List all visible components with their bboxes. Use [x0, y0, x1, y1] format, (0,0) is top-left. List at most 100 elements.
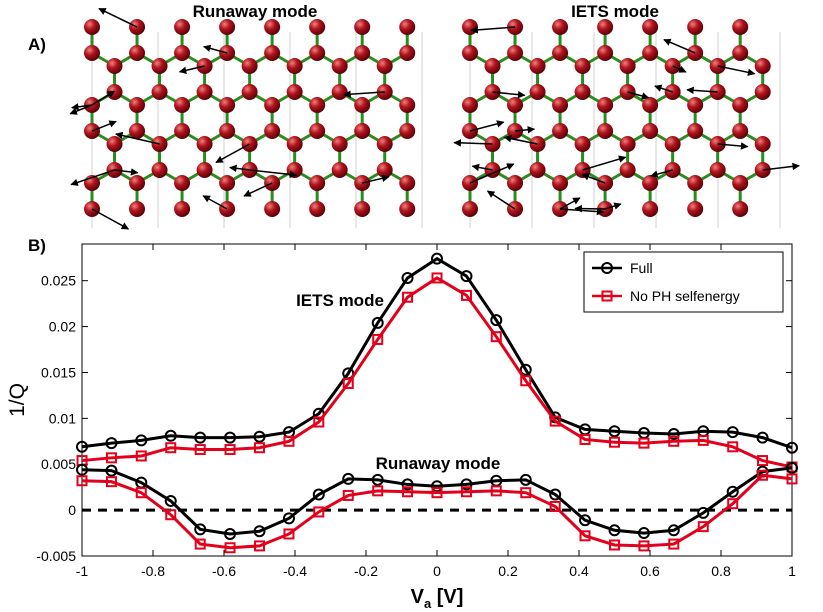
data-point — [76, 440, 88, 453]
data-point — [224, 527, 237, 540]
data-point — [371, 316, 384, 329]
data-point — [342, 489, 354, 501]
y-tick-label: 0 — [68, 502, 76, 518]
data-point — [549, 488, 562, 501]
data-point — [786, 461, 798, 474]
x-tick-label: 0.2 — [498, 563, 518, 579]
y-tick-label: 0.02 — [49, 319, 76, 335]
data-point — [342, 377, 354, 389]
data-point — [105, 476, 117, 488]
data-point — [727, 498, 739, 510]
data-point — [786, 441, 798, 454]
runaway-mode-structure — [69, 7, 423, 230]
data-point — [135, 487, 147, 499]
data-point — [164, 494, 177, 507]
data-point — [520, 487, 532, 499]
data-point — [254, 540, 265, 552]
x-axis-label: Va [V] — [411, 586, 464, 611]
data-point — [460, 486, 472, 498]
data-point — [757, 455, 769, 467]
series-line-2 — [81, 466, 793, 536]
data-point — [254, 442, 265, 454]
iets-mode-annotation: IETS mode — [296, 291, 384, 310]
data-point — [165, 509, 177, 521]
data-point — [431, 487, 443, 499]
x-tick-label: -1 — [76, 563, 89, 579]
data-point — [371, 473, 384, 486]
data-point — [579, 514, 592, 527]
data-point — [638, 540, 650, 552]
data-point — [667, 524, 680, 537]
x-axis-label-main: V — [411, 586, 425, 608]
data-point — [194, 431, 207, 444]
data-point — [756, 431, 769, 444]
data-point — [401, 478, 414, 491]
data-point — [372, 485, 384, 497]
x-axis: -1 -0.8 -0.6 -0.4 -0.2 0 0.2 0.4 0.6 0.8 1 — [76, 244, 796, 579]
data-point — [401, 271, 414, 284]
data-point — [402, 486, 414, 498]
data-point — [312, 488, 325, 501]
legend-full-marker — [601, 262, 613, 274]
data-point — [697, 506, 710, 519]
data-point — [460, 478, 473, 491]
x-tick-label: -0.2 — [354, 563, 378, 579]
legend-box — [583, 251, 784, 313]
data-point — [313, 416, 325, 428]
x-axis-label-unit: [V] — [431, 586, 463, 608]
data-point — [786, 473, 798, 485]
data-point — [637, 527, 650, 540]
y-tick-label: 0.01 — [49, 410, 76, 426]
data-point — [135, 450, 147, 462]
x-tick-label: 0.6 — [640, 563, 660, 579]
legend-no-ph-marker — [601, 290, 613, 302]
data-point — [519, 473, 532, 486]
x-tick-label: 1 — [788, 563, 796, 579]
data-point — [697, 521, 709, 533]
series-line-1 — [81, 276, 793, 469]
x-tick-label: 0.4 — [569, 563, 589, 579]
x-tick-label: 0.8 — [711, 563, 731, 579]
data-point — [668, 538, 680, 550]
data-point — [549, 500, 561, 512]
panel-a-label: A) — [28, 35, 46, 54]
series-line-0 — [81, 256, 793, 450]
data-point — [224, 542, 236, 554]
data-point — [490, 314, 503, 327]
data-point — [638, 437, 650, 449]
data-point — [667, 427, 680, 440]
x-tick-label: -0.6 — [212, 563, 236, 579]
legend-no-ph-label: No PH selfenergy — [630, 288, 740, 304]
data-point — [460, 289, 472, 301]
data-point — [520, 375, 532, 387]
runaway-mode-annotation: Runaway mode — [376, 454, 501, 473]
data-point — [165, 442, 177, 454]
panel-b-label: B) — [28, 236, 46, 255]
data-point — [726, 485, 739, 498]
series-line-3 — [81, 473, 793, 550]
x-tick-label: -0.8 — [141, 563, 165, 579]
data-point — [431, 272, 443, 284]
data-point — [668, 435, 680, 447]
data-point — [431, 252, 443, 265]
left-structure-title: Runaway mode — [193, 2, 318, 21]
data-point — [579, 433, 591, 445]
data-point — [194, 538, 206, 550]
data-point — [224, 444, 236, 456]
x-tick-label: 0 — [433, 563, 441, 579]
y-tick-label: -0.005 — [36, 548, 76, 564]
data-point — [372, 333, 384, 345]
legend-full-label: Full — [630, 260, 653, 276]
data-point — [164, 429, 177, 442]
data-point — [283, 528, 295, 540]
data-point — [726, 426, 739, 439]
data-point — [253, 430, 266, 443]
data-point — [490, 331, 502, 343]
data-point — [76, 475, 88, 487]
data-point — [253, 525, 266, 538]
data-point — [608, 425, 621, 438]
data-point — [135, 434, 148, 447]
data-point — [282, 512, 295, 525]
y-axis-label: 1/Q — [6, 383, 29, 417]
